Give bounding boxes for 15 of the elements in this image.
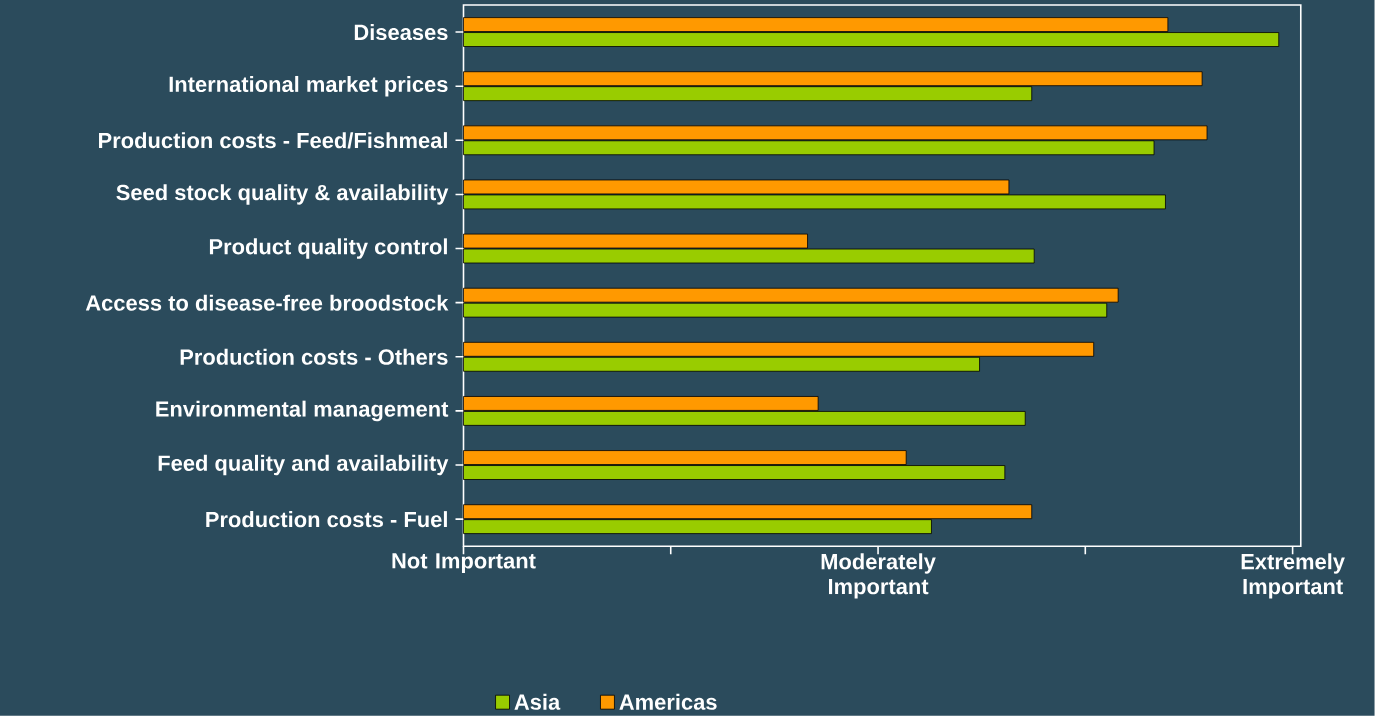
y-tick-label: Feed quality and availability <box>158 455 449 476</box>
y-tick-label: Seed stock quality & availability <box>116 184 449 205</box>
y-tick-label: Diseases <box>354 24 448 41</box>
y-tick-label: Production costs - Fuel <box>206 511 447 528</box>
legend-label: Asia <box>514 693 561 711</box>
legend-label: Americas <box>619 693 717 711</box>
y-tick-label: Production costs - Feed/Fishmeal <box>99 132 447 149</box>
y-tick-label: Production costs - Others <box>180 348 448 366</box>
y-tick-label: Access to disease-free broodstock <box>85 294 449 311</box>
y-tick-label: Product quality control <box>209 238 447 259</box>
y-tick-label: Environmental management <box>156 400 449 422</box>
text: Extremely Important <box>1241 553 1345 599</box>
text: Not Important <box>392 553 536 574</box>
y-tick-label: International market prices <box>169 76 448 97</box>
text: Moderately Important <box>821 553 936 599</box>
